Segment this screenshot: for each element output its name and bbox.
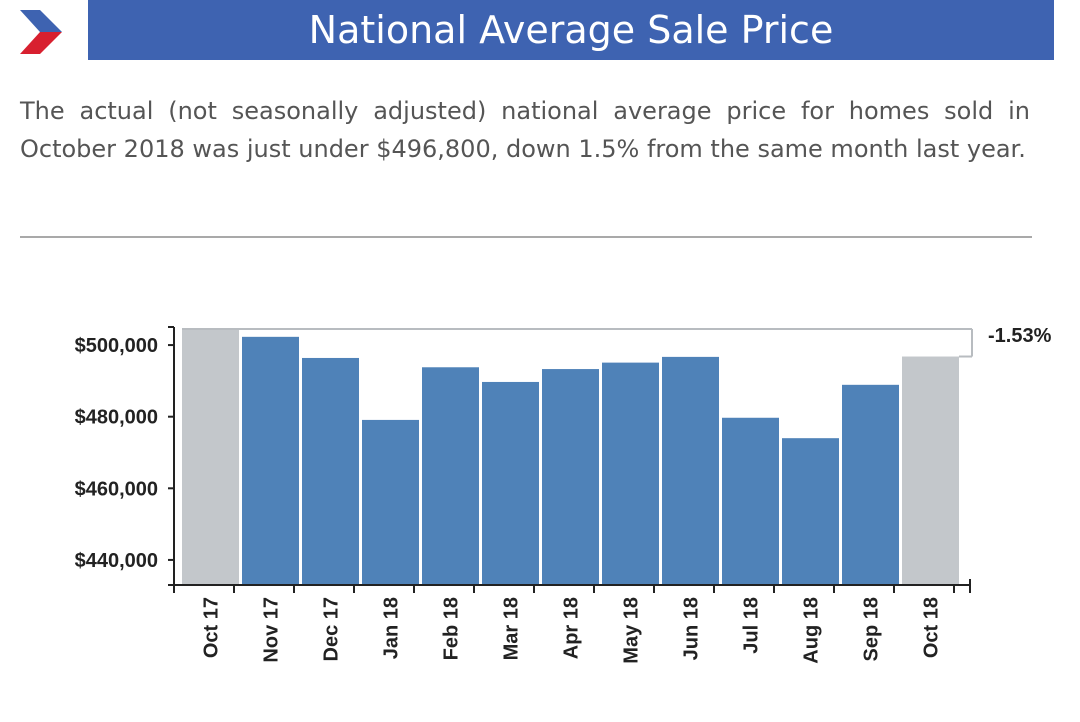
x-tick-label: Mar 18 xyxy=(501,597,523,660)
bar-sep-18 xyxy=(842,384,899,585)
chevron-logo-icon xyxy=(20,10,62,54)
bar-apr-18 xyxy=(542,369,599,585)
bar-may-18 xyxy=(602,362,659,585)
bar-dec-17 xyxy=(302,357,359,585)
x-tick-label: Jul 18 xyxy=(741,597,763,654)
y-tick-label: $440,000 xyxy=(75,550,158,572)
x-tick-label: Nov 17 xyxy=(261,597,283,663)
bar-jun-18 xyxy=(662,356,719,585)
bar-mar-18 xyxy=(482,381,539,585)
bar-jul-18 xyxy=(722,417,779,585)
bar-feb-18 xyxy=(422,367,479,585)
page-title-banner: National Average Sale Price xyxy=(88,0,1054,60)
description-text: The actual (not seasonally adjusted) nat… xyxy=(20,97,1030,163)
change-annotation: -1.53% xyxy=(988,325,1052,347)
page-title: National Average Sale Price xyxy=(308,8,834,52)
bar-chart: $500,000 $480,000 $460,000 $440,000 Oct 17 No… xyxy=(75,325,1052,664)
x-tick-label: Jan 18 xyxy=(381,597,403,659)
x-tick-label: Aug 18 xyxy=(801,597,823,664)
y-tick-label: $500,000 xyxy=(75,335,158,357)
bar-jan-18 xyxy=(362,419,419,585)
y-tick-label: $460,000 xyxy=(75,478,158,500)
x-tick-label: Jun 18 xyxy=(681,597,703,660)
section-divider xyxy=(20,236,1032,238)
x-tick-label: Feb 18 xyxy=(441,597,463,660)
x-tick-label: Sep 18 xyxy=(861,597,883,661)
x-tick-label: Dec 17 xyxy=(321,597,343,662)
bar-nov-17 xyxy=(242,336,299,585)
bar-oct-17 xyxy=(182,328,239,585)
bar-oct-18 xyxy=(902,356,959,585)
x-tick-label: Apr 18 xyxy=(561,597,583,659)
x-tick-label: Oct 18 xyxy=(921,597,943,658)
y-tick-label: $480,000 xyxy=(75,407,158,429)
x-tick-label: May 18 xyxy=(621,597,643,664)
x-tick-label: Oct 17 xyxy=(201,597,223,658)
bar-aug-18 xyxy=(782,438,839,585)
